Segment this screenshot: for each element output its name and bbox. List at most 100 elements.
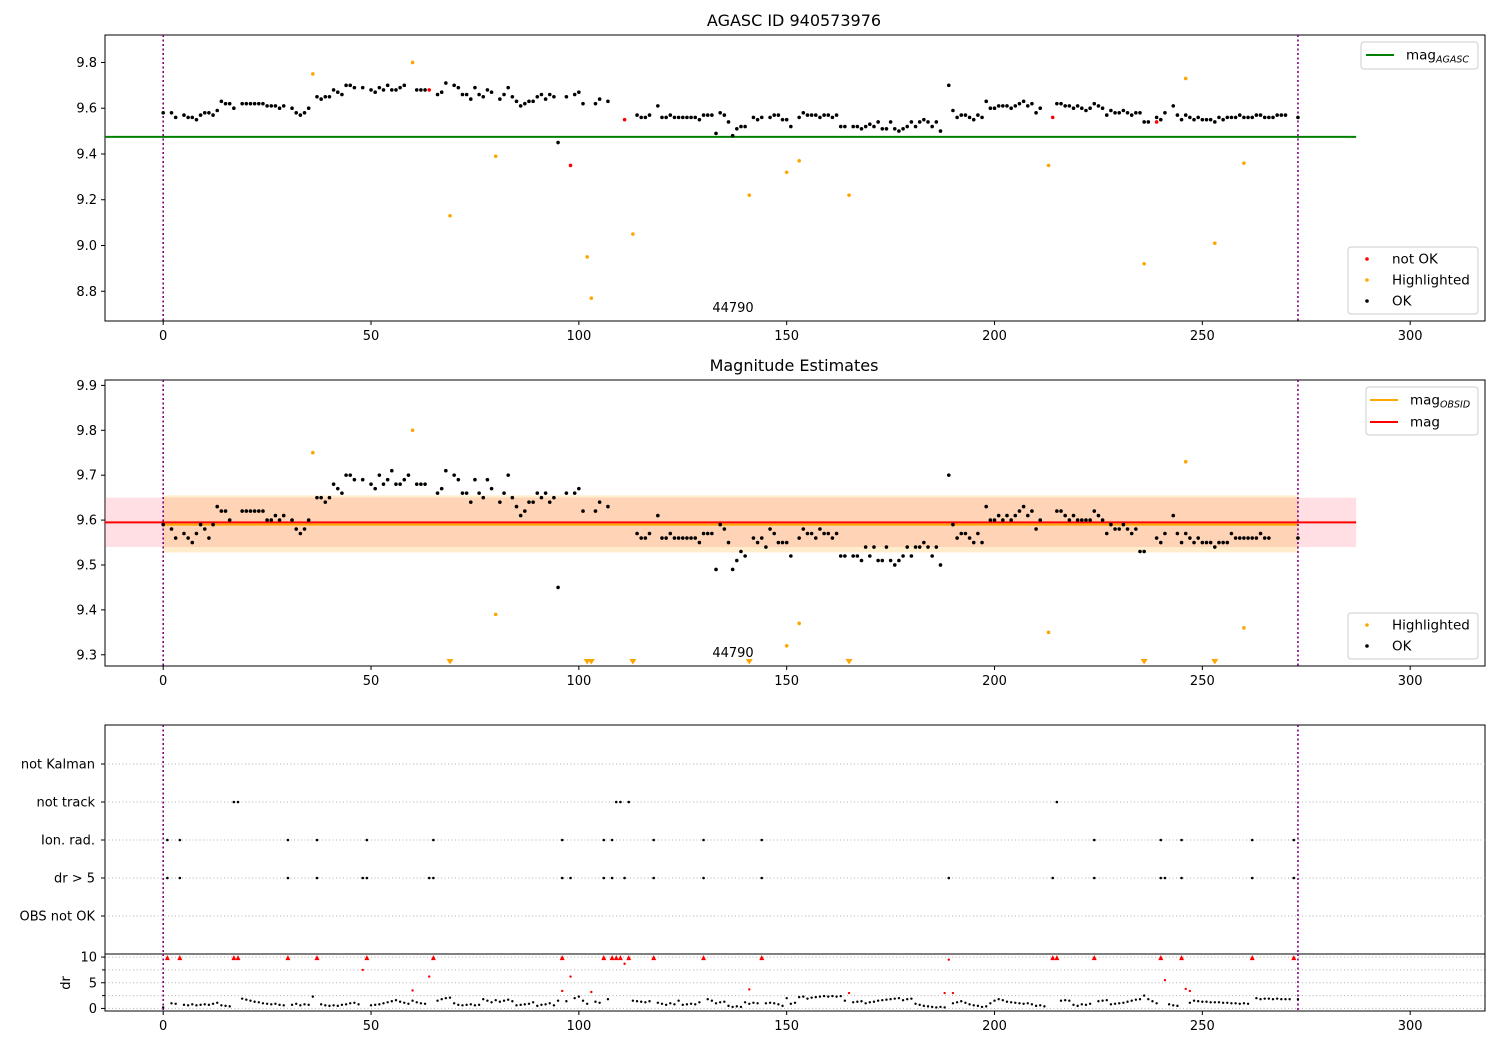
panel4-data-point bbox=[631, 999, 635, 1002]
panel2-data-point bbox=[859, 558, 864, 563]
panel2-series-ok bbox=[161, 468, 1300, 590]
panel2-data-point bbox=[1030, 509, 1034, 513]
panel2-data-point bbox=[1096, 513, 1101, 518]
panel2-data-point bbox=[510, 495, 515, 500]
panel4-data-point bbox=[644, 1001, 647, 1004]
panel1-data-point bbox=[917, 120, 922, 124]
panel2-data-point bbox=[892, 563, 897, 567]
panel4-capped-marker bbox=[1054, 955, 1060, 961]
panel4-xtick-label: 150 bbox=[774, 1019, 799, 1034]
panel4-data-point bbox=[914, 1002, 917, 1006]
panel2-data-point bbox=[348, 473, 353, 477]
panel4-data-point bbox=[398, 1000, 402, 1003]
panel1-data-point bbox=[1208, 117, 1213, 122]
panel1-data-point bbox=[863, 124, 868, 129]
panel2-data-point bbox=[639, 536, 644, 540]
panel2-data-point bbox=[1025, 513, 1030, 518]
panel1-legend-marker bbox=[1365, 278, 1369, 282]
panel1-data-point bbox=[1121, 108, 1126, 113]
panel4-data-point bbox=[344, 1003, 348, 1006]
panel1-data-point bbox=[772, 113, 777, 117]
panel3-flag-marker bbox=[610, 838, 614, 842]
panel4-data-point bbox=[972, 1004, 975, 1007]
panel1-data-point bbox=[1096, 104, 1101, 108]
panel2-below-range-marker bbox=[745, 659, 753, 665]
panel2-data-point bbox=[776, 540, 781, 545]
panel4-data-point bbox=[290, 1003, 294, 1007]
panel4-data-point bbox=[1271, 997, 1275, 1001]
panel4-data-point bbox=[910, 997, 913, 1000]
panel1-xtick-label: 100 bbox=[566, 329, 591, 344]
panel4-ytick-label: 5 bbox=[89, 976, 97, 991]
panel1-data-point bbox=[892, 127, 897, 131]
panel1-data-point bbox=[198, 113, 203, 117]
panel2-data-point bbox=[1075, 518, 1080, 522]
panel2-data-point bbox=[439, 486, 444, 491]
panel2-data-point bbox=[714, 567, 718, 572]
panel1-data-point bbox=[589, 296, 594, 300]
panel2-data-point bbox=[514, 504, 519, 509]
panel4-capped-marker bbox=[235, 955, 241, 961]
panel1-data-point bbox=[1117, 110, 1122, 115]
panel4-data-point bbox=[1176, 1004, 1179, 1008]
panel4-data-point bbox=[731, 1005, 734, 1009]
panel2-data-point bbox=[1225, 540, 1230, 545]
panel4-data-point bbox=[419, 1002, 423, 1005]
panel1-data-point bbox=[913, 124, 918, 129]
panel4-data-point bbox=[906, 997, 909, 1001]
panel2-data-point bbox=[1183, 459, 1188, 464]
panel1-data-point bbox=[901, 127, 905, 131]
panel1-data-point bbox=[705, 113, 710, 117]
panel1-data-point bbox=[930, 124, 934, 129]
panel2-data-point bbox=[1021, 504, 1026, 509]
panel1-data-point bbox=[539, 92, 544, 97]
panel4-data-point bbox=[369, 1004, 373, 1007]
panel2-data-point bbox=[527, 500, 531, 504]
panel1-data-point bbox=[1104, 113, 1109, 117]
panel1-data-point bbox=[776, 113, 781, 117]
panel1-data-point bbox=[1233, 115, 1238, 120]
panel2-data-point bbox=[951, 522, 955, 527]
panel3-flag-marker bbox=[1092, 838, 1096, 842]
panel2-data-point bbox=[414, 482, 419, 486]
panel2-data-point bbox=[340, 491, 344, 495]
panel4-data-point bbox=[448, 996, 452, 999]
panel1-data-point bbox=[481, 94, 486, 99]
panel2-data-point bbox=[1084, 518, 1088, 522]
panel2-data-point bbox=[1063, 513, 1067, 518]
panel1-data-point bbox=[448, 213, 452, 218]
panel1-data-point bbox=[959, 113, 964, 117]
panel2-data-point bbox=[913, 545, 918, 549]
panel1-data-point bbox=[1046, 163, 1051, 168]
panel1-data-point bbox=[473, 85, 477, 90]
panel4-data-point bbox=[561, 989, 564, 993]
panel1-data-point bbox=[273, 104, 278, 108]
panel4-data-point bbox=[673, 1003, 676, 1006]
panel2-xtick-label: 100 bbox=[566, 674, 591, 689]
panel2-data-point bbox=[265, 518, 269, 522]
panel1-legend-marker bbox=[1365, 299, 1369, 303]
panel2-data-point bbox=[730, 567, 735, 572]
panel4-data-point bbox=[814, 995, 817, 999]
panel2-data-point bbox=[1258, 531, 1263, 536]
panel2-data-point bbox=[697, 540, 702, 545]
panel4-data-point bbox=[1063, 999, 1067, 1002]
panel4-capped-marker bbox=[177, 955, 183, 961]
panel3-flag-marker bbox=[286, 838, 290, 842]
panel1-data-point bbox=[1213, 241, 1217, 246]
panel1-data-point bbox=[1183, 76, 1188, 81]
panel4-data-point bbox=[606, 997, 610, 1001]
panel1-data-point bbox=[714, 131, 718, 136]
panel4-capped-marker bbox=[609, 955, 615, 961]
panel1-data-point bbox=[955, 115, 959, 120]
panel3-flag-marker bbox=[178, 876, 182, 880]
panel2-data-point bbox=[813, 536, 818, 540]
panel2-data-point bbox=[1267, 536, 1271, 540]
panel4-data-point bbox=[818, 995, 822, 998]
panel2-data-point bbox=[1250, 536, 1255, 540]
panel1-data-point bbox=[971, 117, 976, 122]
panel4-data-point bbox=[851, 1001, 855, 1004]
panel4-data-point bbox=[1246, 1002, 1250, 1006]
panel1-data-point bbox=[797, 115, 801, 120]
panel2-data-point bbox=[963, 531, 968, 536]
